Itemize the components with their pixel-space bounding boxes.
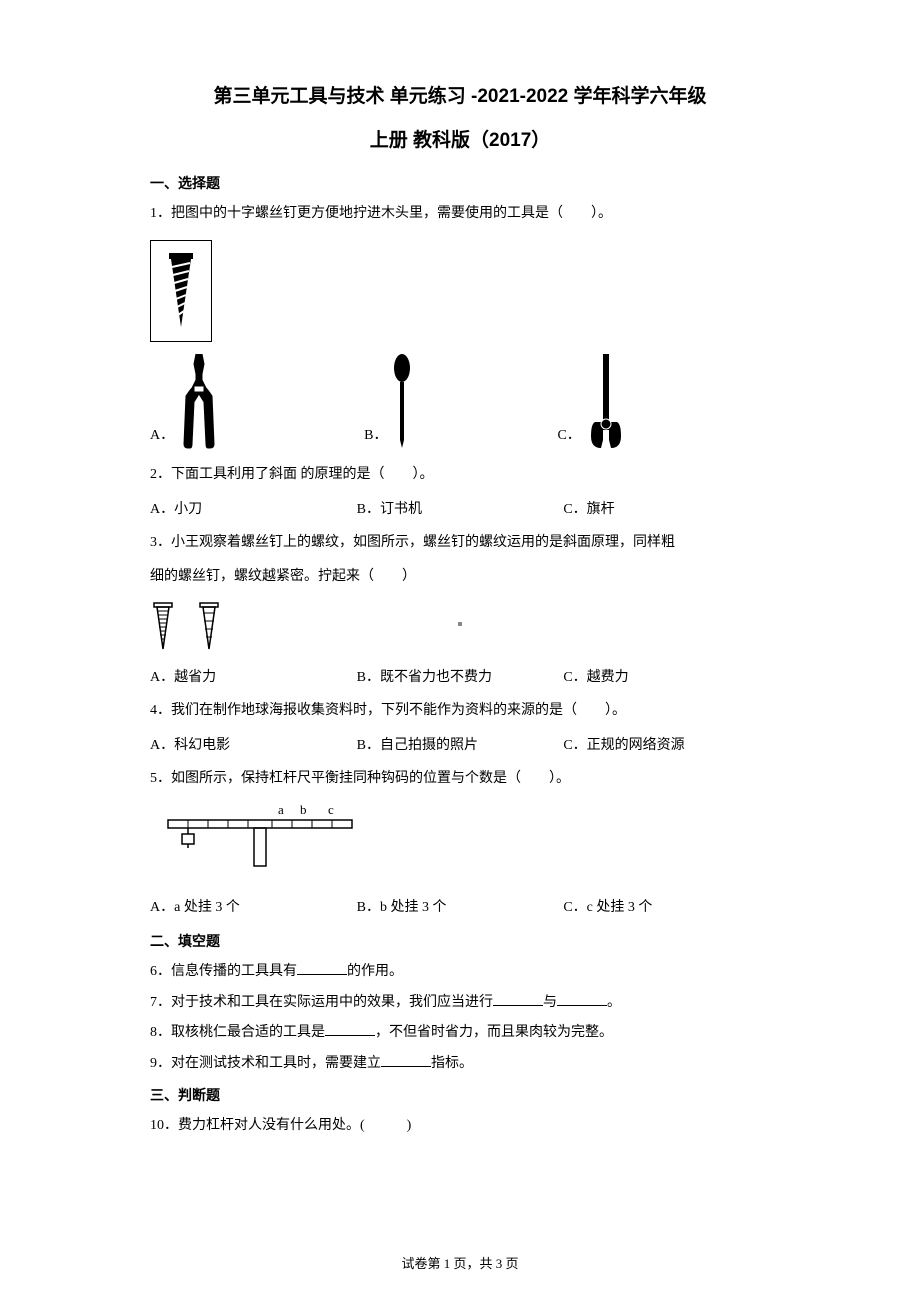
q3-text2: 细的螺丝钉，螺纹越紧密。拧起来（ ） [150, 562, 770, 593]
q6-post: 的作用。 [347, 964, 403, 979]
screw-sparse-icon [196, 601, 222, 653]
q2-options: A．小刀 B．订书机 C．旗杆 [150, 495, 770, 526]
q5-optC: C．c 处挂 3 个 [563, 893, 770, 924]
q3-screws-image [150, 601, 770, 653]
q2-optB: B．订书机 [357, 495, 564, 526]
screw-dense-icon [150, 601, 176, 653]
q6-pre: 6．信息传播的工具具有 [150, 964, 297, 979]
q4-optC: C．正规的网络资源 [563, 731, 770, 762]
section-fill: 二、填空题 [150, 926, 770, 957]
page-title-line2: 上册 教科版（2017） [150, 124, 770, 158]
q9-post: 指标。 [431, 1056, 473, 1071]
q3-options: A．越省力 B．既不省力也不费力 C．越费力 [150, 663, 770, 694]
q4-options: A．科幻电影 B．自己拍摄的照片 C．正规的网络资源 [150, 731, 770, 762]
question-8: 8．取核桃仁最合适的工具是 ，不但省时省力，而且果肉较为完整。 [150, 1018, 770, 1049]
q10-text: 10．费力杠杆对人没有什么用处。( ) [150, 1118, 411, 1133]
page-title-line1: 第三单元工具与技术 单元练习 -2021-2022 学年科学六年级 [150, 80, 770, 114]
q5-options: A．a 处挂 3 个 B．b 处挂 3 个 C．c 处挂 3 个 [150, 893, 770, 924]
q1-optB-label: B． [364, 421, 387, 452]
lever-label-b: b [300, 802, 307, 817]
lever-icon: a b c [160, 800, 360, 870]
lever-label-c: c [328, 802, 334, 817]
q9-pre: 9．对在测试技术和工具时，需要建立 [150, 1056, 381, 1071]
q1-options: A． B． C． [150, 352, 770, 452]
q7-post: 。 [607, 995, 621, 1010]
pliers-icon [174, 352, 224, 452]
q1-screw-image-box [150, 240, 212, 342]
q3-text1: 3．小王观察着螺丝钉上的螺纹，如图所示，螺丝钉的螺纹运用的是斜面原理，同样粗 [150, 528, 770, 559]
blank-icon [297, 961, 347, 975]
cross-screw-icon [159, 249, 203, 333]
q2-text: 2．下面工具利用了斜面 的原理的是（ ）。 [150, 460, 770, 491]
q4-optB: B．自己拍摄的照片 [357, 731, 564, 762]
blank-icon [557, 992, 607, 1006]
question-5: 5．如图所示，保持杠杆尺平衡挂同种钩码的位置与个数是（ ）。 a b c A．a… [150, 764, 770, 924]
blank-icon [381, 1053, 431, 1067]
q1-option-a: A． [150, 352, 224, 452]
question-1: 1．把图中的十字螺丝钉更方便地拧进木头里，需要使用的工具是（ ）。 A． B． [150, 199, 770, 452]
question-7: 7．对于技术和工具在实际运用中的效果，我们应当进行 与 。 [150, 988, 770, 1019]
q2-optC: C．旗杆 [563, 495, 770, 526]
question-2: 2．下面工具利用了斜面 的原理的是（ ）。 A．小刀 B．订书机 C．旗杆 [150, 460, 770, 526]
wrench-icon [581, 352, 631, 452]
blank-icon [493, 992, 543, 1006]
section-judge: 三、判断题 [150, 1080, 770, 1111]
section-choice: 一、选择题 [150, 168, 770, 199]
q1-optC-label: C． [557, 421, 580, 452]
q3-optC: C．越费力 [563, 663, 770, 694]
center-marker-icon [458, 622, 462, 626]
q3-optA: A．越省力 [150, 663, 357, 694]
q5-text: 5．如图所示，保持杠杆尺平衡挂同种钩码的位置与个数是（ ）。 [150, 764, 770, 795]
question-6: 6．信息传播的工具具有 的作用。 [150, 957, 770, 988]
q5-optA: A．a 处挂 3 个 [150, 893, 357, 924]
question-3: 3．小王观察着螺丝钉上的螺纹，如图所示，螺丝钉的螺纹运用的是斜面原理，同样粗 细… [150, 528, 770, 694]
q7-pre: 7．对于技术和工具在实际运用中的效果，我们应当进行 [150, 995, 493, 1010]
q4-optA: A．科幻电影 [150, 731, 357, 762]
page-footer: 试卷第 1 页，共 3 页 [0, 1253, 920, 1272]
question-9: 9．对在测试技术和工具时，需要建立 指标。 [150, 1049, 770, 1080]
q4-text: 4．我们在制作地球海报收集资料时，下列不能作为资料的来源的是（ ）。 [150, 696, 770, 727]
q2-optA: A．小刀 [150, 495, 357, 526]
q1-text: 1．把图中的十字螺丝钉更方便地拧进木头里，需要使用的工具是（ ）。 [150, 199, 770, 230]
q8-pre: 8．取核桃仁最合适的工具是 [150, 1025, 325, 1040]
blank-icon [325, 1022, 375, 1036]
q3-optB: B．既不省力也不费力 [357, 663, 564, 694]
question-4: 4．我们在制作地球海报收集资料时，下列不能作为资料的来源的是（ ）。 A．科幻电… [150, 696, 770, 762]
q1-option-b: B． [364, 352, 417, 452]
screwdriver-icon [387, 352, 417, 452]
q7-mid: 与 [543, 995, 557, 1010]
lever-label-a: a [278, 802, 284, 817]
q1-option-c: C． [557, 352, 630, 452]
question-10: 10．费力杠杆对人没有什么用处。( ) [150, 1111, 770, 1142]
q5-lever-diagram: a b c [160, 800, 770, 883]
q5-optB: B．b 处挂 3 个 [357, 893, 564, 924]
q8-post: ，不但省时省力，而且果肉较为完整。 [375, 1025, 613, 1040]
q1-optA-label: A． [150, 421, 174, 452]
